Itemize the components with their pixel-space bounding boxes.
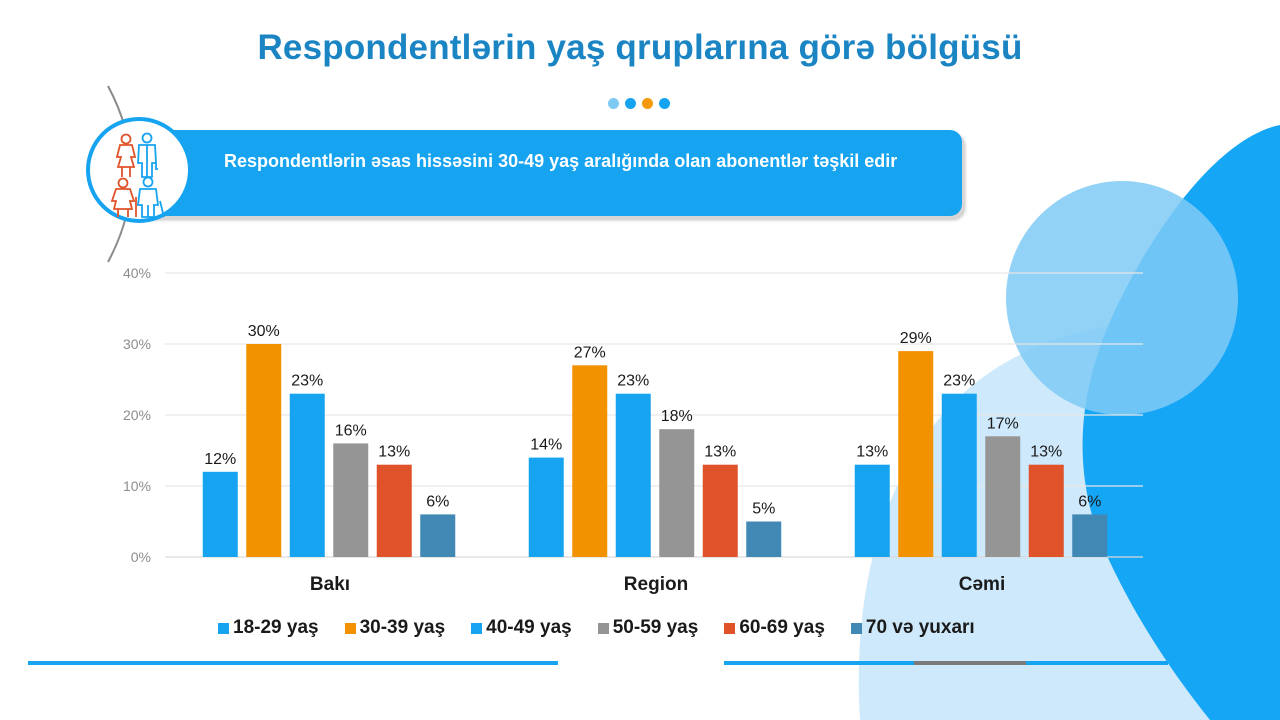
legend-swatch: [471, 622, 483, 634]
slide-dots: [608, 98, 670, 109]
legend-swatch: [597, 622, 609, 634]
legend-label: 30-39 yaş: [359, 617, 446, 638]
legend-swatch: [344, 622, 356, 634]
footer-line-accent: [914, 661, 1026, 665]
bar: [746, 521, 782, 557]
bar: [572, 365, 608, 557]
bar: [420, 514, 456, 557]
bar: [702, 464, 738, 557]
icon-circle: [86, 117, 192, 223]
bar: [898, 351, 934, 557]
bar: [985, 436, 1021, 557]
data-label: 29%: [900, 330, 932, 347]
data-label: 17%: [987, 415, 1019, 432]
data-label: 30%: [248, 323, 280, 340]
background-circle: [1006, 181, 1238, 415]
bar: [289, 393, 325, 557]
legend-label: 18-29 yaş: [233, 617, 319, 638]
elderly-couples-icon: [110, 132, 165, 218]
legend-item: 50-59 yaş: [597, 617, 699, 639]
legend-label: 60-69 yaş: [739, 617, 825, 638]
y-tick-label: 40%: [123, 265, 151, 281]
bar: [615, 393, 651, 557]
data-label: 16%: [335, 422, 367, 439]
bar: [333, 443, 369, 557]
data-label: 6%: [1078, 493, 1101, 510]
data-label: 5%: [752, 501, 775, 518]
data-label: 18%: [661, 408, 693, 425]
legend-swatch: [218, 622, 229, 634]
dot-3: [642, 98, 653, 109]
y-tick-label: 10%: [123, 478, 151, 494]
data-label: 13%: [1030, 444, 1062, 461]
bar: [376, 464, 412, 557]
data-label: 27%: [574, 344, 606, 361]
data-label: 23%: [943, 373, 975, 390]
legend-label: 50-59 yaş: [612, 617, 699, 638]
bar: [854, 464, 890, 557]
bar: [941, 393, 977, 557]
data-label: 23%: [291, 373, 323, 390]
legend-item: 70 və yuxarı: [850, 617, 975, 639]
x-category-label: Region: [624, 574, 688, 595]
footer-line-left: [28, 661, 558, 665]
data-label: 13%: [704, 444, 736, 461]
legend-item: 30-39 yaş: [344, 617, 446, 639]
bar: [1028, 464, 1064, 557]
y-tick-label: 0%: [131, 549, 151, 565]
legend-swatch: [724, 622, 736, 634]
legend-item: 18-29 yaş: [218, 617, 319, 639]
legend-label: 40-49 yaş: [486, 617, 572, 638]
bar: [528, 457, 564, 557]
dot-4: [659, 98, 670, 109]
bar: [246, 344, 282, 557]
data-label: 13%: [378, 444, 410, 461]
data-label: 14%: [530, 437, 562, 454]
legend-label: 70 və yuxarı: [865, 617, 975, 638]
legend-item: 60-69 yaş: [724, 617, 825, 639]
x-category-label: Bakı: [310, 574, 350, 595]
legend-swatch: [850, 622, 862, 634]
bar: [1072, 514, 1108, 557]
x-category-label: Cəmi: [959, 574, 1005, 595]
y-tick-label: 30%: [123, 336, 151, 352]
data-label: 12%: [204, 451, 236, 468]
chart-legend: 18-29 yaş 30-39 yaş 40-49 yaş 50-59 yaş 60-6…: [218, 617, 975, 639]
dot-1: [608, 98, 619, 109]
page-title: Respondentlərin yaş qruplarına görə bölg…: [257, 28, 1023, 67]
bar: [202, 471, 238, 557]
banner-text: Respondentlərin əsas hissəsini 30-49 yaş…: [224, 151, 898, 171]
data-label: 23%: [617, 373, 649, 390]
data-label: 13%: [856, 444, 888, 461]
data-label: 6%: [426, 493, 449, 510]
summary-banner: Respondentlərin əsas hissəsini 30-49 yaş…: [150, 130, 962, 216]
y-tick-label: 20%: [123, 407, 151, 423]
dot-2: [625, 98, 636, 109]
bar: [659, 429, 695, 557]
legend-item: 40-49 yaş: [471, 617, 572, 639]
